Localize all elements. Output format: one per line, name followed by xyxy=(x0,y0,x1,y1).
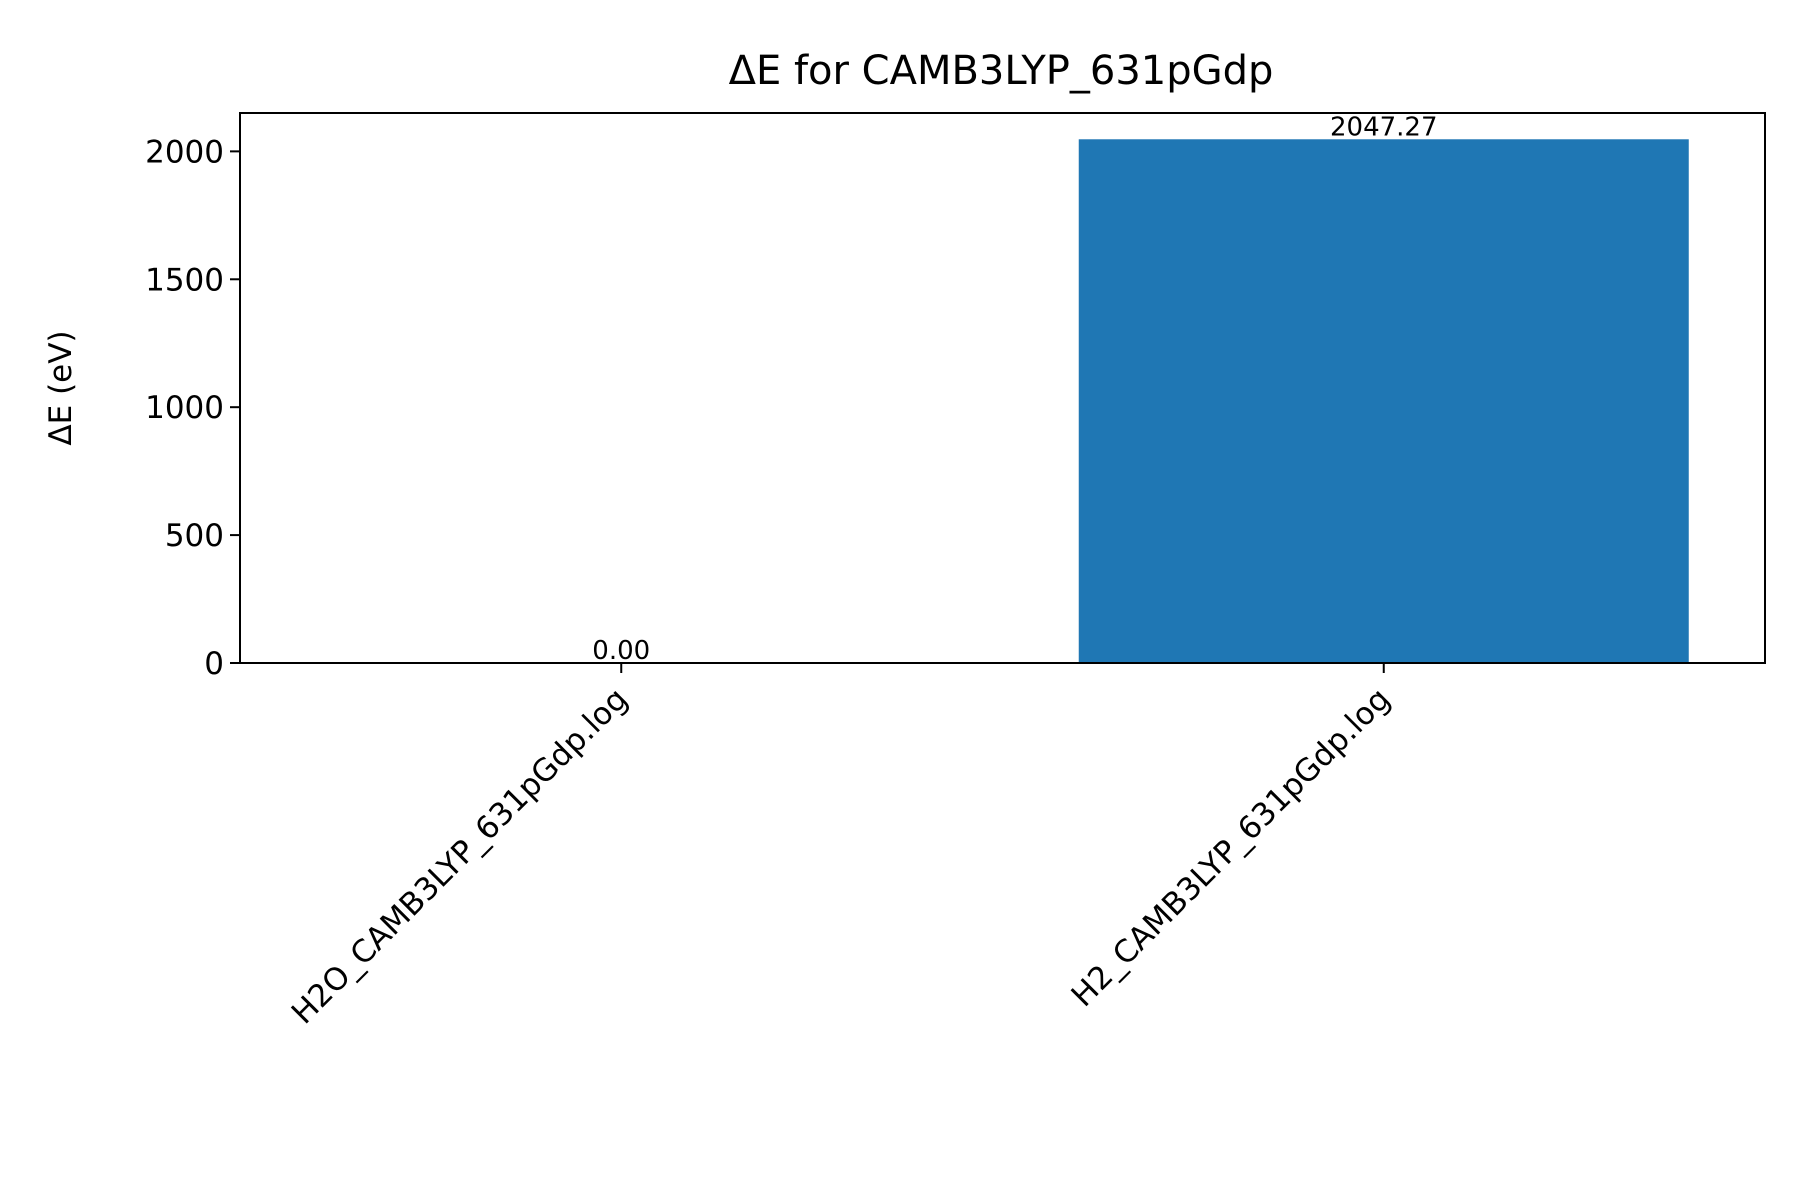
y-tick-label-3: 1500 xyxy=(145,262,224,298)
y-tick-label-2: 1000 xyxy=(145,390,224,426)
x-tick-label-1: H2_CAMB3LYP_631pGdp.log xyxy=(1065,681,1398,1014)
ticks-layer xyxy=(230,150,1385,673)
plot-frame xyxy=(239,112,1766,664)
y-tick-label-1: 500 xyxy=(165,518,224,554)
chart-title: ΔE for CAMB3LYP_631pGdp xyxy=(729,48,1274,94)
y-tick-label-4: 2000 xyxy=(145,134,224,170)
bars-layer xyxy=(1078,139,1689,663)
x-tick-label-0: H2O_CAMB3LYP_631pGdp.log xyxy=(285,681,635,1031)
bar-1 xyxy=(1078,139,1689,663)
y-axis-label: ΔE (eV) xyxy=(43,330,79,445)
data-label-1: 2047.27 xyxy=(1330,112,1438,142)
y-tick-label-0: 0 xyxy=(204,646,224,682)
data-label-0: 0.00 xyxy=(592,636,650,666)
